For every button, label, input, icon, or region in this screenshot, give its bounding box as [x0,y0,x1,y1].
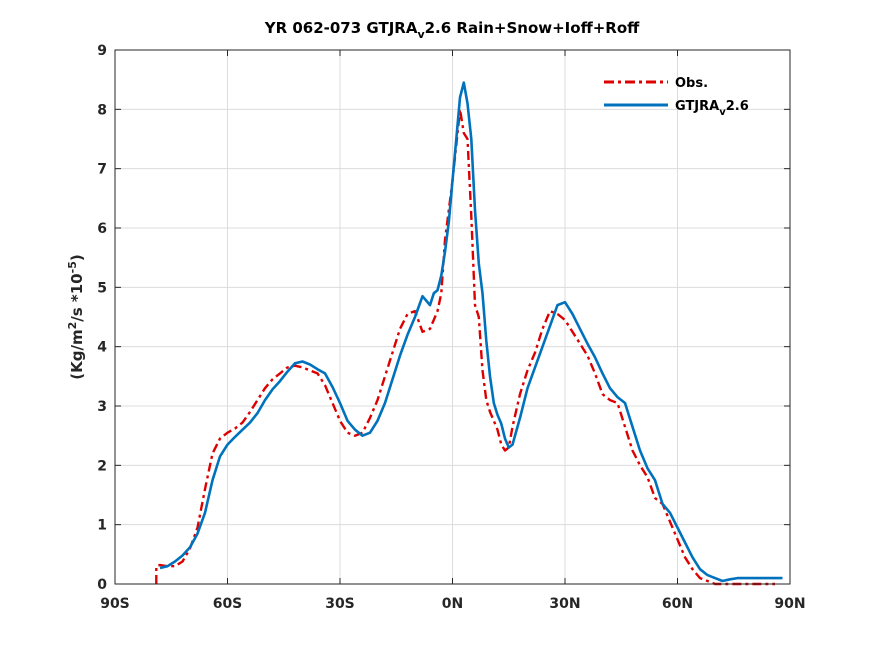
y-tick-label: 9 [97,43,107,59]
x-axis: 90S 60S 30S 0N 30N 60N 90N [100,50,806,612]
y-axis-label-a: (Kg/m [68,329,86,379]
y-tick-label: 1 [97,518,107,534]
x-tick-label: 30N [549,596,580,612]
chart-title-main: YR 062-073 GTJRA [264,19,418,37]
y-axis-label-sup2: -5 [66,261,79,273]
chart-title-subscript: v [417,28,425,41]
legend-label-gtjra: GTJRAv2.6 [675,99,749,118]
x-tick-label: 0N [442,596,463,612]
legend-label-gtjra-post: 2.6 [726,99,749,114]
x-tick-label: 30S [325,596,355,612]
legend-label-gtjra-sub: v [719,107,726,118]
y-tick-label: 5 [97,280,107,296]
x-tick-label: 90S [100,596,130,612]
y-tick-label: 0 [97,577,107,593]
legend-label-obs: Obs. [675,76,708,91]
y-tick-label: 7 [97,162,107,178]
y-axis-label-c: ) [68,254,86,261]
legend: Obs. GTJRAv2.6 [604,76,749,118]
y-tick-label: 3 [97,399,107,415]
legend-label-gtjra-main: GTJRA [675,99,719,114]
x-tick-label: 60S [213,596,243,612]
y-tick-label: 4 [97,340,107,356]
series-line-gtjra [159,81,783,583]
series-layer [155,81,783,586]
chart-title-rest: 2.6 Rain+Snow+Ioff+Roff [425,19,641,37]
chart-title: YR 062-073 GTJRAv2.6 Rain+Snow+Ioff+Roff [264,19,640,41]
y-axis-label-b: /s *10 [68,273,86,321]
y-axis: 0 1 2 3 4 5 6 7 8 9 [97,43,790,593]
y-tick-label: 2 [97,458,107,474]
y-tick-label: 6 [97,221,107,237]
y-axis-label: (Kg/m2/s *10-5) [66,254,86,379]
series-line-obs [155,108,775,586]
y-axis-label-sup1: 2 [66,322,79,330]
x-tick-label: 60N [662,596,693,612]
y-tick-label: 8 [97,102,107,118]
x-tick-label: 90N [774,596,805,612]
